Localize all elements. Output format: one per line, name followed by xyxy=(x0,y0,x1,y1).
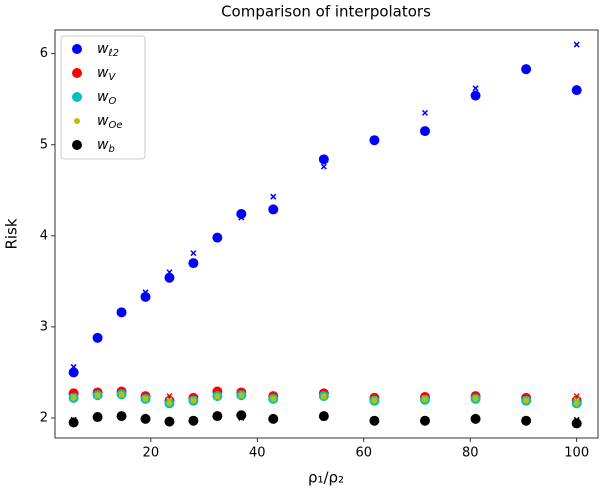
legend-name: w xyxy=(97,113,109,129)
legend-label: wℓ2 xyxy=(97,41,119,59)
y-tick-label: 5 xyxy=(40,137,48,152)
point xyxy=(142,395,149,402)
legend-name: w xyxy=(97,41,109,57)
point xyxy=(318,154,329,165)
x-tick-label: 40 xyxy=(249,446,266,461)
y-tick-label: 4 xyxy=(40,228,48,243)
legend-marker xyxy=(72,92,82,102)
point xyxy=(571,418,582,429)
legend-subscript: ℓ2 xyxy=(108,48,119,59)
point xyxy=(116,307,127,318)
legend-name: w xyxy=(97,137,109,153)
cross-marker xyxy=(190,250,197,257)
x-tick-label: 60 xyxy=(355,446,372,461)
point xyxy=(214,393,221,400)
point xyxy=(238,392,245,399)
legend-label: wb xyxy=(97,137,115,155)
legend-marker xyxy=(72,68,82,78)
point xyxy=(94,392,101,399)
point xyxy=(118,391,125,398)
point xyxy=(116,411,127,422)
point xyxy=(318,411,329,422)
legend-subscript: V xyxy=(108,72,116,83)
point xyxy=(164,272,175,283)
x-axis-label: ρ₁/ρ₂ xyxy=(308,469,344,487)
x-tick-label: 100 xyxy=(564,446,589,461)
point xyxy=(190,397,197,404)
point xyxy=(268,204,279,215)
point xyxy=(371,397,378,404)
cross-marker xyxy=(472,85,479,92)
legend-marker xyxy=(72,44,82,54)
point xyxy=(421,396,428,403)
x-tick-label: 20 xyxy=(143,446,160,461)
point xyxy=(140,291,151,302)
point xyxy=(521,64,532,75)
y-axis-label: Risk xyxy=(3,218,21,249)
y-tick-label: 3 xyxy=(40,319,48,334)
legend-subscript: b xyxy=(108,144,114,155)
point xyxy=(270,395,277,402)
point xyxy=(320,393,327,400)
plot-frame xyxy=(54,29,599,439)
point xyxy=(523,397,530,404)
legend-label: wOe xyxy=(97,113,122,131)
y-tick-label: 2 xyxy=(40,410,48,425)
x-tick-label: 80 xyxy=(462,446,479,461)
legend-name: w xyxy=(97,65,109,81)
point xyxy=(419,415,430,426)
point xyxy=(212,411,223,422)
point xyxy=(188,258,199,269)
chart-title: Comparison of interpolators xyxy=(221,3,431,21)
legend-marker xyxy=(72,140,82,150)
legend-box xyxy=(60,35,146,160)
point xyxy=(166,400,173,407)
point xyxy=(68,417,79,428)
point xyxy=(470,90,481,101)
cross-marker xyxy=(421,109,429,116)
cross-marker xyxy=(320,163,327,170)
legend-label: wV xyxy=(97,65,116,83)
legend-name: w xyxy=(97,89,109,105)
point xyxy=(92,412,103,423)
point xyxy=(369,135,380,146)
point xyxy=(236,410,247,421)
cross-marker xyxy=(573,41,580,48)
point xyxy=(419,126,430,137)
point xyxy=(236,208,247,219)
point xyxy=(521,415,532,426)
point xyxy=(472,395,479,402)
point xyxy=(140,413,151,424)
point xyxy=(470,413,481,424)
legend-subscript: O xyxy=(108,96,116,107)
point xyxy=(164,416,175,427)
legend-subscript: Oe xyxy=(108,120,122,131)
point xyxy=(188,415,199,426)
point xyxy=(92,332,103,343)
point xyxy=(571,85,582,96)
point xyxy=(268,413,279,424)
point xyxy=(573,400,580,407)
y-tick-label: 6 xyxy=(40,46,48,61)
legend-label: wO xyxy=(97,89,116,107)
point xyxy=(68,367,79,378)
point xyxy=(369,415,380,426)
cross-marker xyxy=(270,193,277,200)
legend-marker xyxy=(74,118,80,124)
point xyxy=(70,394,77,401)
point xyxy=(212,232,223,243)
